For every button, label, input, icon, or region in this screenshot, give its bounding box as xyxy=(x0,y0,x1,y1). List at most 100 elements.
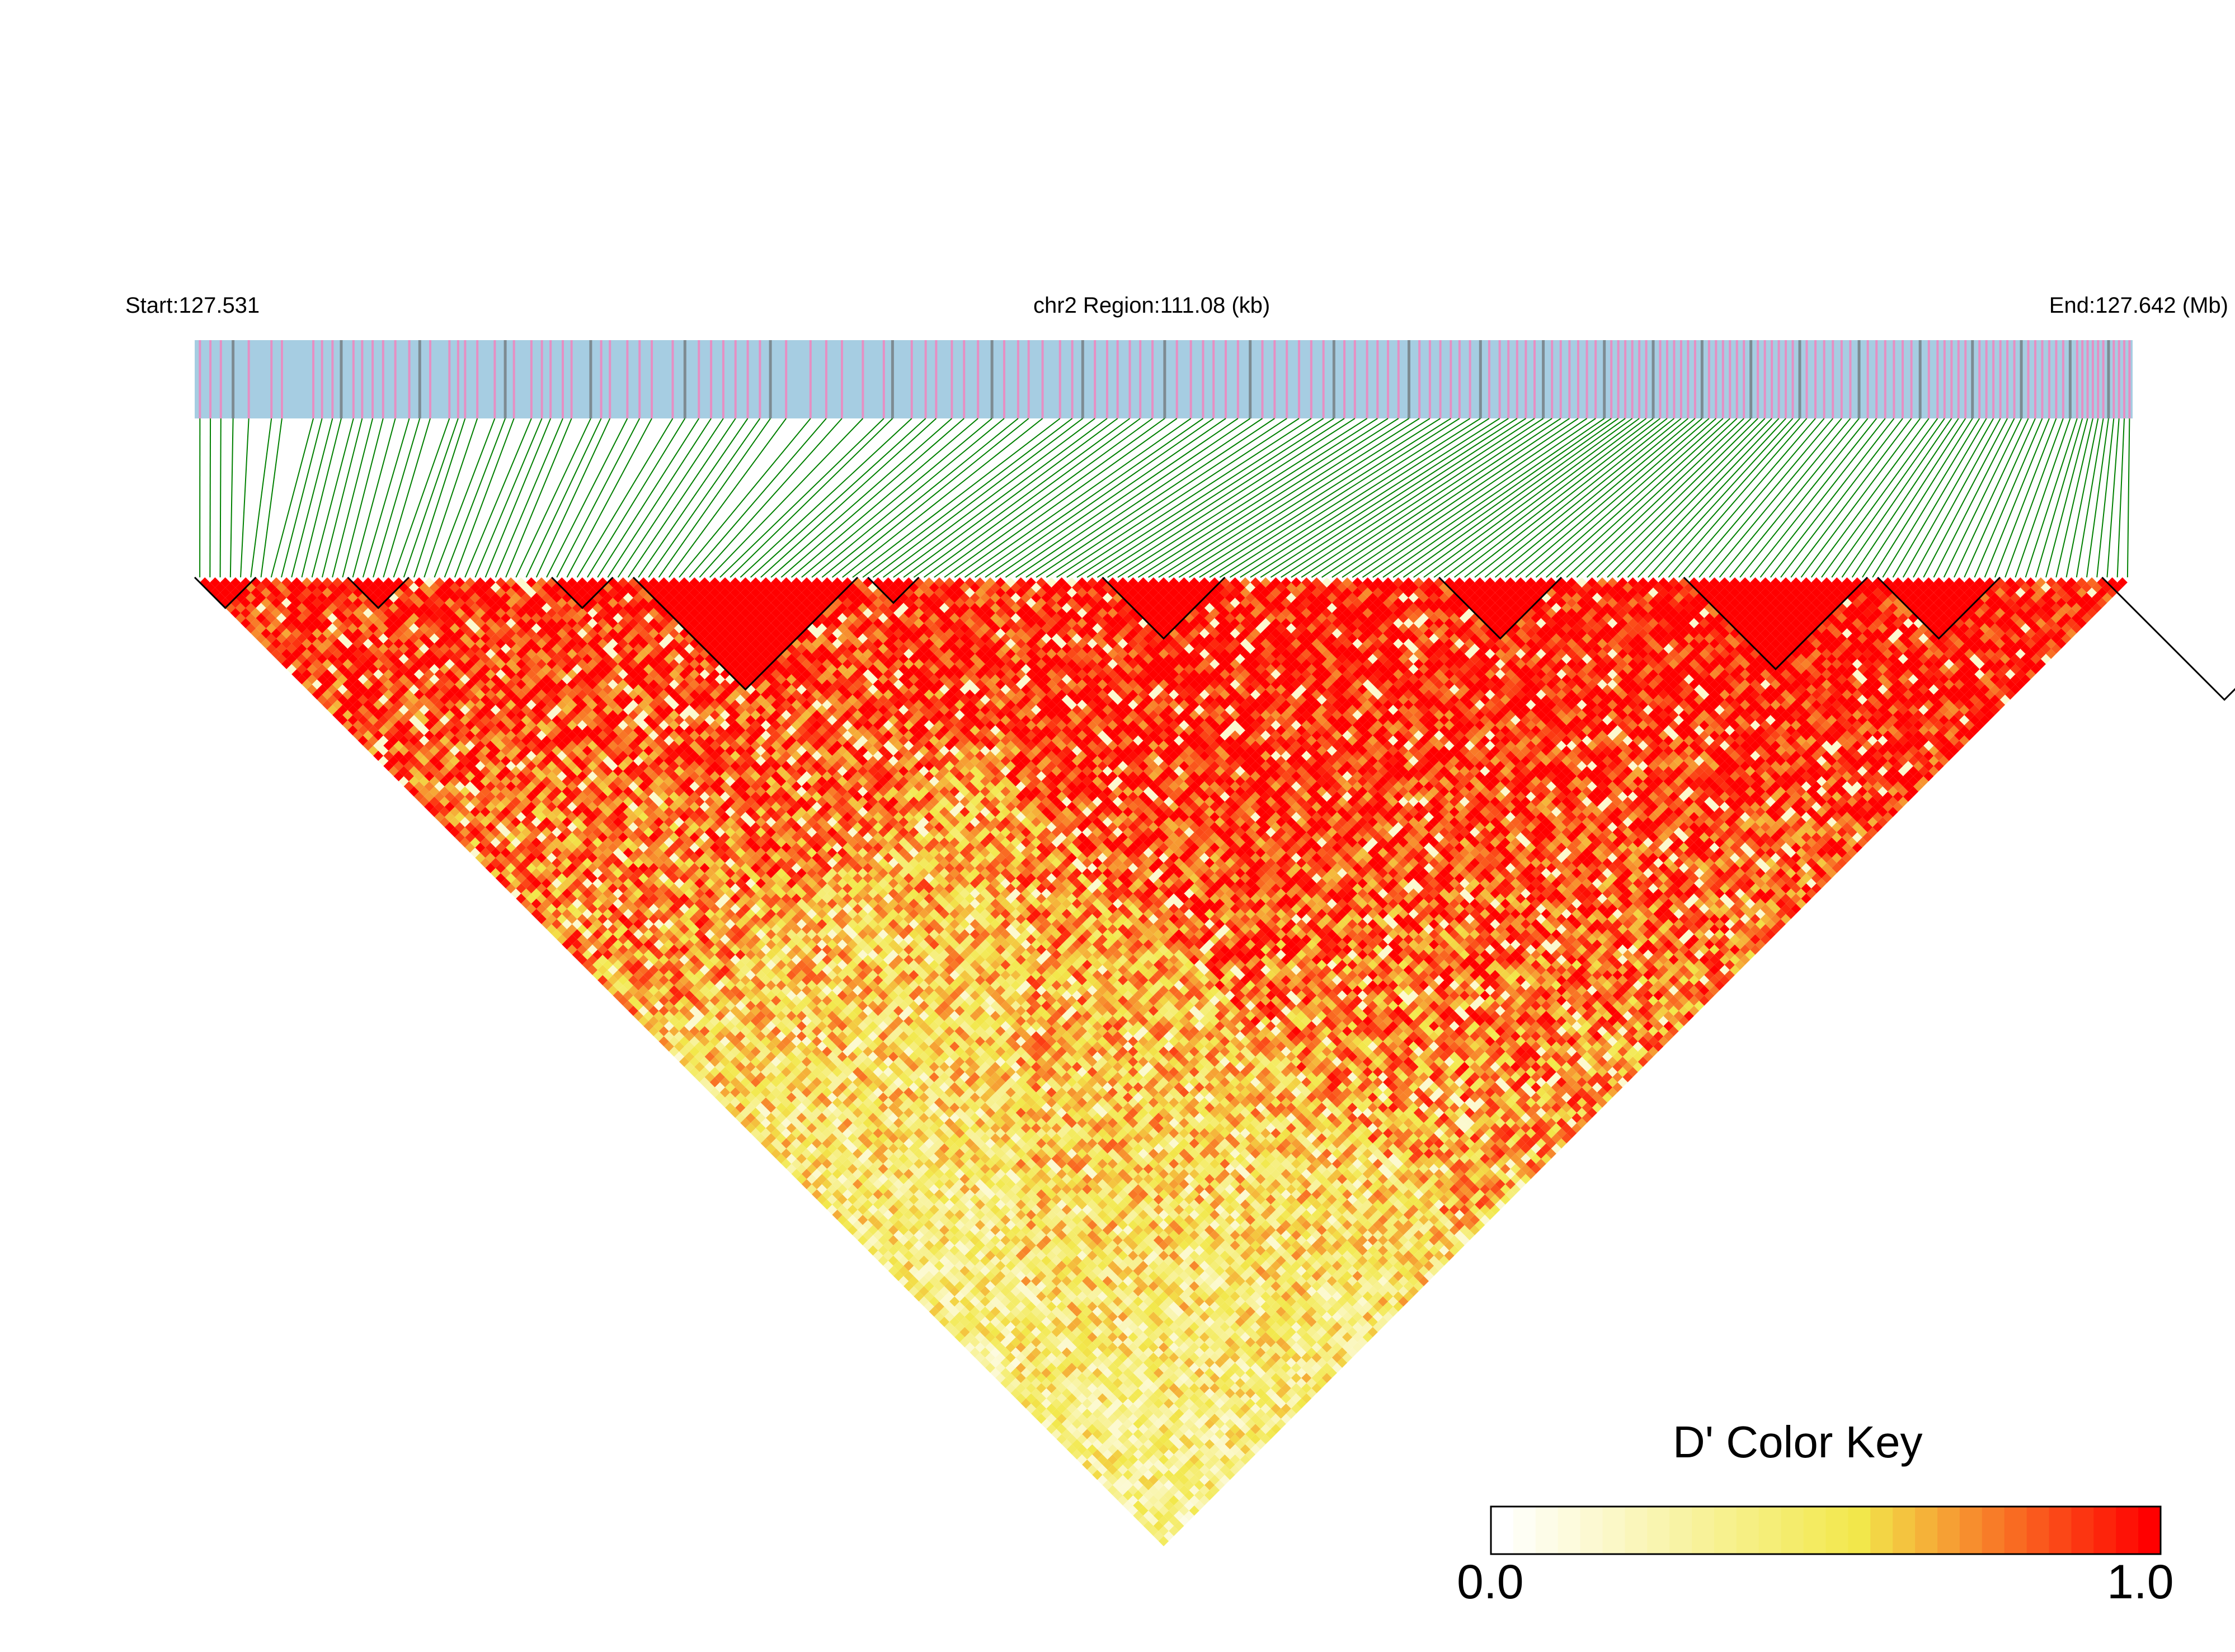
ld-cell xyxy=(398,766,409,776)
ld-cell xyxy=(669,1046,679,1057)
ld-cell xyxy=(475,761,486,771)
ld-cell xyxy=(1097,1383,1108,1394)
ld-cell xyxy=(449,796,460,807)
ld-cell xyxy=(398,694,409,705)
ld-cell xyxy=(444,720,455,731)
ld-cell xyxy=(975,1342,985,1353)
ld-cell xyxy=(495,812,506,822)
ld-cell xyxy=(332,618,343,629)
snp-connector xyxy=(474,418,543,578)
ld-cell xyxy=(745,1113,756,1123)
snp-connector xyxy=(821,418,1019,578)
ld-cell xyxy=(465,781,476,792)
snp-connector xyxy=(1433,418,1647,578)
ld-cell xyxy=(1164,1460,1174,1470)
ld-cell xyxy=(526,822,537,832)
ld-cell xyxy=(643,1000,654,1011)
ld-cell xyxy=(1046,1342,1057,1353)
ld-cell xyxy=(985,1270,996,1281)
ld-cell xyxy=(1102,1367,1113,1378)
ld-cell xyxy=(363,679,374,690)
snp-connector xyxy=(1882,418,1980,578)
ld-cell xyxy=(368,715,379,726)
snp-connector xyxy=(1576,418,1744,578)
ld-cell xyxy=(919,1265,929,1276)
ld-cell xyxy=(480,745,491,756)
ld-cell xyxy=(291,608,302,618)
ld-cell xyxy=(873,1169,883,1179)
ld-cell xyxy=(694,1041,705,1052)
ld-cell xyxy=(638,1015,649,1027)
ld-cell xyxy=(1184,1460,1194,1470)
snp-connector xyxy=(444,418,506,578)
ld-cell xyxy=(898,1225,909,1235)
ld-cell xyxy=(1077,1413,1088,1424)
ld-cell xyxy=(475,781,486,792)
ld-cell xyxy=(725,1072,736,1082)
ld-cell xyxy=(1000,1276,1011,1287)
ld-cell xyxy=(562,888,572,899)
ld-cell xyxy=(302,628,312,639)
ld-cell xyxy=(562,898,572,909)
ld-cell xyxy=(975,1301,985,1312)
ld-cell xyxy=(863,1159,873,1169)
ld-cell xyxy=(378,684,389,695)
ld-cell xyxy=(393,740,404,751)
ld-cell xyxy=(995,1260,1006,1271)
ld-cell xyxy=(888,1235,898,1246)
ld-cell xyxy=(475,750,486,761)
ld-cell xyxy=(552,837,562,848)
ld-cell xyxy=(521,878,531,889)
ld-cell xyxy=(419,756,430,766)
ld-cell xyxy=(1133,1449,1144,1460)
ld-cell xyxy=(714,1051,726,1062)
ld-cell xyxy=(567,934,577,945)
ld-cell xyxy=(347,603,358,613)
ld-cell xyxy=(954,1270,965,1281)
ld-cell xyxy=(796,1133,807,1143)
ld-cell xyxy=(546,812,557,822)
ld-cell xyxy=(378,663,389,675)
ld-cell xyxy=(1133,1408,1144,1419)
ld-cell xyxy=(327,582,338,593)
ld-cell xyxy=(1066,1403,1077,1414)
ld-cell xyxy=(1056,1342,1067,1353)
ld-cell xyxy=(475,802,486,812)
ld-cell xyxy=(500,837,511,848)
ld-cell xyxy=(449,817,460,827)
ld-cell xyxy=(842,1179,853,1189)
ld-cell xyxy=(276,633,287,644)
ld-cell xyxy=(302,618,312,629)
ld-cell xyxy=(939,1276,950,1287)
ld-cell xyxy=(526,791,537,802)
ld-cell xyxy=(919,1286,929,1297)
ld-cell xyxy=(842,1159,853,1169)
ld-cell xyxy=(863,1230,873,1241)
ld-cell xyxy=(342,720,353,731)
ld-cell xyxy=(613,969,623,981)
snp-connector xyxy=(1076,418,1324,578)
ld-cell xyxy=(1046,1332,1057,1343)
ld-cell xyxy=(796,1072,807,1082)
ld-cell xyxy=(714,980,726,991)
ld-cell xyxy=(1097,1465,1108,1475)
ld-cell xyxy=(393,761,404,771)
ld-cell xyxy=(888,1204,898,1215)
ld-cell xyxy=(281,587,292,598)
snp-markers xyxy=(199,340,2131,418)
ld-cells xyxy=(200,577,2128,1546)
snp-connector xyxy=(219,418,222,578)
ld-cell xyxy=(531,888,542,899)
ld-cell xyxy=(347,653,358,664)
ld-cell xyxy=(317,663,328,675)
ld-cell xyxy=(424,771,435,782)
ld-cell xyxy=(771,1138,782,1149)
ld-cell xyxy=(909,1174,919,1184)
ld-cell xyxy=(531,807,542,817)
ld-cell xyxy=(628,985,639,996)
ld-cell xyxy=(531,837,542,848)
ld-cell xyxy=(352,608,363,618)
ld-cell xyxy=(297,643,307,654)
ld-cell xyxy=(587,944,598,955)
